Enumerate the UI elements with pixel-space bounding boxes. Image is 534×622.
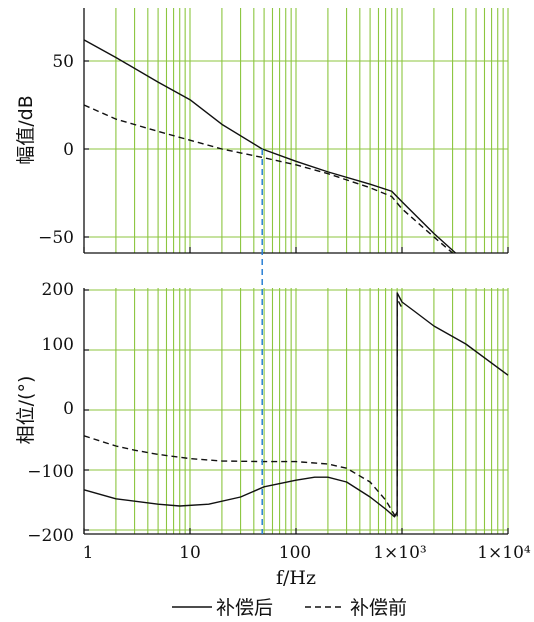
x-axis-label: f/Hz [276, 567, 316, 589]
phase-grid [84, 288, 509, 534]
magnitude-grid [84, 8, 509, 253]
curves [83, 39, 509, 519]
xtick-1000: 1×10³ [373, 543, 427, 563]
ph-ytick-minus100: −100 [27, 462, 74, 482]
ph-ytick-200: 200 [42, 280, 74, 300]
magnitude-ylabel: 幅值/dB [15, 95, 37, 165]
mag-ytick-minus50: −50 [38, 228, 74, 248]
legend-after-label: 补偿后 [216, 597, 273, 619]
xtick-10000: 1×10⁴ [477, 543, 531, 563]
magnitude-after-line [83, 39, 457, 254]
magnitude-before-line [83, 104, 454, 254]
phase-before-line [83, 298, 403, 519]
phase-ylabel: 相位/(°) [15, 376, 37, 445]
magnitude-tick-marks [83, 60, 509, 253]
legend-before-label: 补偿前 [350, 597, 407, 619]
ph-ytick-minus200: −200 [27, 526, 74, 546]
ph-ytick-0: 0 [63, 399, 74, 419]
phase-tick-marks [83, 289, 509, 534]
ph-ytick-100: 100 [42, 335, 74, 355]
xtick-100: 100 [279, 543, 311, 563]
xtick-10: 10 [179, 543, 201, 563]
mag-ytick-0: 0 [63, 140, 74, 160]
mag-ytick-50: 50 [52, 52, 74, 72]
xtick-1: 1 [83, 543, 94, 563]
phase-after-line [83, 292, 509, 518]
